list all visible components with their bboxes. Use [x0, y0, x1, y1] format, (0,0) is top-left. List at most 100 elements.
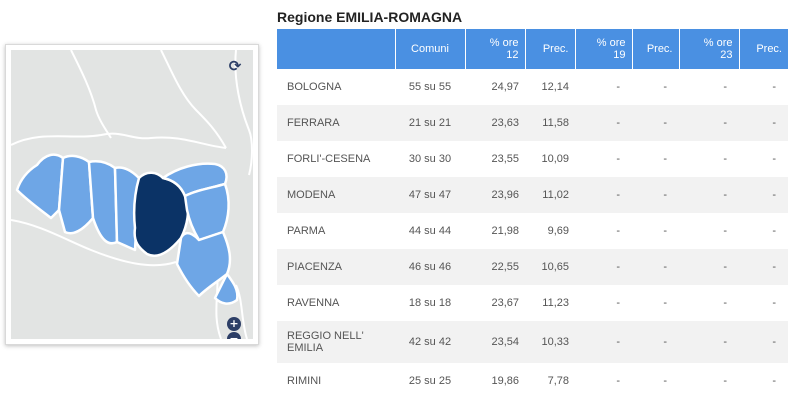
cell-prec12: 10,33	[525, 321, 575, 363]
header-prec-19: Prec.	[632, 29, 680, 69]
neighbor-border	[234, 50, 253, 176]
cell-ore19: -	[575, 249, 632, 285]
cell-prec12: 7,78	[547, 375, 569, 387]
cell-province[interactable]: REGGIO NELL' EMILIA	[277, 321, 395, 363]
cell-ore23: -	[679, 105, 739, 141]
cell-ore19: -	[575, 105, 632, 141]
cell-prec19: -	[663, 81, 667, 93]
map-panel: ⟳ + −	[5, 44, 259, 345]
province-ravenna[interactable]	[183, 182, 230, 242]
cell-ore23: -	[723, 153, 727, 165]
cell-prec19: -	[632, 105, 679, 141]
header-ore12-line1: % ore	[489, 37, 519, 49]
cell-prec23: -	[739, 105, 788, 141]
cell-ore19: -	[616, 297, 620, 309]
cell-comuni: 25 su 25	[408, 375, 452, 387]
cell-comuni: 55 su 55	[408, 81, 452, 93]
neighbor-border	[235, 284, 248, 339]
table-row: RAVENNA 18 su 18 23,67 11,23 - - - -	[277, 285, 788, 321]
cell-comuni: 42 su 42	[395, 321, 465, 363]
cell-ore12: 23,96	[465, 177, 525, 213]
turnout-table-container: Comuni % ore 12 Prec. % ore 19 Prec. % ore…	[277, 29, 788, 410]
cell-prec19: -	[663, 153, 667, 165]
cell-prec23: -	[739, 321, 788, 363]
zoom-out-button[interactable]: −	[227, 332, 241, 339]
cell-prec12: 9,69	[547, 225, 569, 237]
cell-prec23: -	[739, 249, 788, 285]
province-rimini[interactable]	[213, 272, 239, 305]
cell-ore23: -	[679, 177, 739, 213]
cell-prec23: -	[772, 153, 776, 165]
cell-province[interactable]: BOLOGNA	[287, 81, 342, 93]
cell-ore12: 23,55	[491, 153, 519, 165]
cell-province[interactable]: RAVENNA	[287, 297, 340, 309]
refresh-icon[interactable]: ⟳	[228, 57, 242, 75]
cell-ore12: 23,67	[491, 297, 519, 309]
cell-prec19: -	[632, 177, 679, 213]
cell-prec19: -	[663, 297, 667, 309]
province-piacenza[interactable]	[15, 153, 65, 220]
cell-province[interactable]: PIACENZA	[277, 249, 395, 285]
cell-ore23: -	[723, 297, 727, 309]
cell-province[interactable]: RIMINI	[287, 375, 322, 387]
table-row: MODENA 47 su 47 23,96 11,02 - - - -	[277, 177, 788, 213]
cell-prec12: 11,58	[525, 105, 575, 141]
header-ore12: % ore 12	[465, 29, 526, 69]
neighbor-border	[70, 50, 112, 139]
neighbor-border	[11, 219, 177, 267]
region-title: Regione EMILIA-ROMAGNA	[277, 9, 463, 25]
cell-prec12: 11,02	[525, 177, 575, 213]
cell-ore12: 24,97	[491, 81, 519, 93]
cell-prec19: -	[632, 321, 679, 363]
cell-comuni: 47 su 47	[395, 177, 465, 213]
neighbor-border	[160, 50, 227, 149]
cell-prec12: 10,09	[541, 153, 569, 165]
cell-ore19: -	[616, 375, 620, 387]
cell-comuni: 46 su 46	[395, 249, 465, 285]
cell-ore12: 22,55	[465, 249, 525, 285]
cell-ore23: -	[723, 81, 727, 93]
header-ore23-line1: % ore	[703, 37, 733, 49]
cell-comuni: 21 su 21	[395, 105, 465, 141]
header-comuni: Comuni	[395, 29, 466, 69]
cell-ore23: -	[679, 249, 739, 285]
province-reggio-emilia[interactable]	[87, 160, 119, 245]
cell-ore12: 23,54	[465, 321, 525, 363]
cell-province[interactable]: FERRARA	[277, 105, 395, 141]
cell-prec23: -	[772, 297, 776, 309]
region-map[interactable]: ⟳ + −	[11, 50, 253, 339]
header-prec-12: Prec.	[525, 29, 576, 69]
table-row: PARMA 44 su 44 21,98 9,69 - - - -	[277, 213, 788, 249]
zoom-in-button[interactable]: +	[227, 317, 241, 331]
cell-prec12: 12,14	[541, 81, 569, 93]
cell-comuni: 18 su 18	[408, 297, 452, 309]
cell-prec23: -	[772, 81, 776, 93]
cell-province[interactable]: MODENA	[277, 177, 395, 213]
header-ore19: % ore 19	[575, 29, 633, 69]
table-row: BOLOGNA 55 su 55 24,97 12,14 - - - -	[277, 69, 788, 105]
cell-prec23: -	[772, 375, 776, 387]
table-row: FERRARA 21 su 21 23,63 11,58 - - - -	[277, 105, 788, 141]
header-prec-23: Prec.	[739, 29, 788, 69]
cell-province[interactable]: PARMA	[287, 225, 326, 237]
cell-ore19: -	[616, 225, 620, 237]
cell-prec19: -	[663, 375, 667, 387]
cell-ore19: -	[616, 153, 620, 165]
cell-ore12: 23,63	[465, 105, 525, 141]
cell-prec19: -	[663, 225, 667, 237]
table-row: REGGIO NELL' EMILIA 42 su 42 23,54 10,33…	[277, 321, 788, 363]
table-row: PIACENZA 46 su 46 22,55 10,65 - - - -	[277, 249, 788, 285]
cell-ore19: -	[575, 177, 632, 213]
cell-ore19: -	[616, 81, 620, 93]
cell-province[interactable]: FORLI'-CESENA	[287, 153, 371, 165]
cell-prec12: 10,65	[525, 249, 575, 285]
header-province	[277, 29, 396, 69]
neighbor-border	[11, 132, 227, 149]
table-header-row: Comuni % ore 12 Prec. % ore 19 Prec. % ore…	[277, 29, 788, 69]
header-ore12-line2: 12	[506, 49, 519, 61]
province-parma[interactable]	[57, 154, 95, 235]
header-ore23-line2: 23	[720, 49, 733, 61]
cell-prec12: 11,23	[542, 297, 569, 309]
cell-ore23: -	[723, 225, 727, 237]
cell-comuni: 44 su 44	[408, 225, 452, 237]
